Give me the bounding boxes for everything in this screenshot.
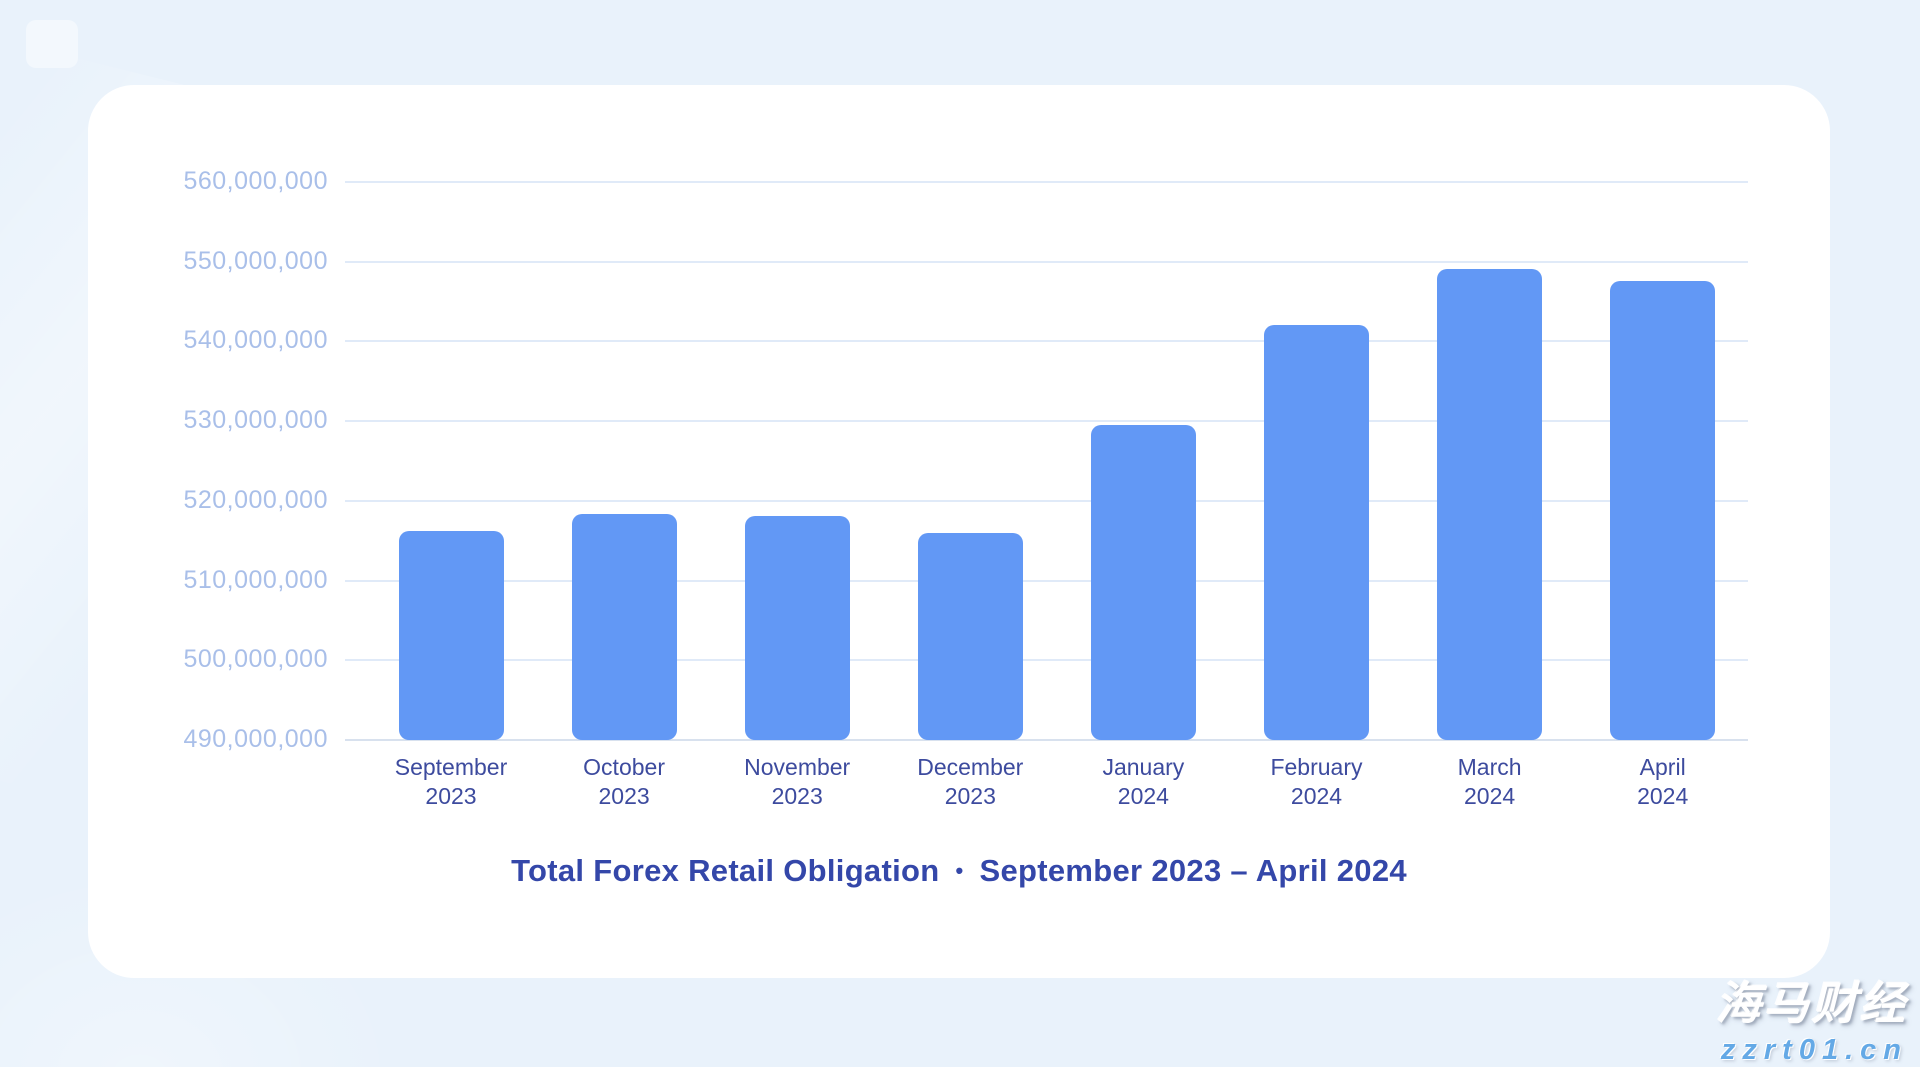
x-tick-year: 2024 — [1464, 783, 1516, 809]
x-axis-tick-label: February 2024 — [1229, 753, 1405, 811]
chart-subtitle: September 2023 – April 2024 — [979, 853, 1407, 888]
bar — [1264, 325, 1369, 740]
gridline — [345, 340, 1748, 343]
x-axis-tick-label: April 2024 — [1575, 753, 1751, 811]
x-axis-tick-label: March 2024 — [1402, 753, 1578, 811]
x-tick-month: March — [1457, 754, 1522, 780]
chart-card: 560,000,000 550,000,000 540,000,000 530,000… — [88, 85, 1830, 978]
gridline — [345, 499, 1748, 502]
gridline — [345, 260, 1748, 263]
y-axis-tick-label: 540,000,000 — [183, 326, 328, 355]
y-axis-tick-label: 530,000,000 — [183, 406, 328, 435]
x-tick-month: February — [1270, 754, 1363, 780]
bar — [744, 516, 850, 740]
y-axis-tick-label: 560,000,000 — [183, 167, 328, 195]
x-axis-tick-label: December 2023 — [882, 753, 1058, 811]
x-tick-month: April — [1639, 754, 1686, 780]
watermark-brand-text: 海马财经 — [1715, 978, 1908, 1029]
x-axis-tick-label: October 2023 — [536, 753, 712, 811]
background-corner-shape — [26, 20, 78, 68]
gridline — [345, 181, 1748, 183]
watermark: 海马财经 zzrt01.cn — [1716, 967, 1908, 1067]
chart-title: Total Forex Retail Obligation — [511, 853, 940, 888]
x-tick-year: 2023 — [944, 783, 996, 809]
gridline — [345, 659, 1748, 662]
x-axis-tick-label: January 2024 — [1055, 753, 1231, 811]
bar — [1090, 425, 1196, 740]
x-tick-month: January — [1102, 754, 1185, 780]
y-axis-tick-label: 490,000,000 — [183, 725, 328, 753]
bar — [398, 531, 504, 740]
x-tick-year: 2023 — [598, 783, 650, 809]
x-tick-year: 2023 — [771, 783, 823, 809]
bar — [1437, 268, 1543, 740]
bar — [917, 532, 1023, 740]
bar-chart: 560,000,000 550,000,000 540,000,000 530,000… — [88, 85, 1830, 978]
bar — [571, 514, 677, 740]
x-tick-month: September — [394, 754, 508, 780]
y-axis-tick-label: 510,000,000 — [183, 565, 328, 594]
caption-separator-dot: • — [955, 858, 964, 883]
y-axis-tick-label: 520,000,000 — [183, 485, 328, 514]
x-axis-line — [345, 739, 1748, 741]
x-axis-tick-label: September 2023 — [363, 753, 539, 811]
x-tick-year: 2023 — [425, 783, 477, 809]
x-tick-month: October — [583, 754, 665, 780]
x-tick-year: 2024 — [1637, 783, 1689, 809]
watermark-site-text: zzrt01.cn — [1720, 1034, 1908, 1066]
gridline — [345, 420, 1748, 423]
x-tick-year: 2024 — [1117, 783, 1169, 809]
bar — [1610, 280, 1716, 740]
x-axis-tick-label: November 2023 — [709, 753, 885, 811]
gridline — [345, 579, 1748, 582]
x-tick-month: December — [917, 754, 1024, 780]
y-axis-tick-label: 500,000,000 — [183, 645, 328, 674]
chart-caption: Total Forex Retail Obligation • September … — [88, 853, 1830, 889]
x-tick-month: November — [744, 754, 851, 780]
x-tick-year: 2024 — [1290, 783, 1343, 809]
y-axis-tick-label: 550,000,000 — [183, 246, 328, 275]
